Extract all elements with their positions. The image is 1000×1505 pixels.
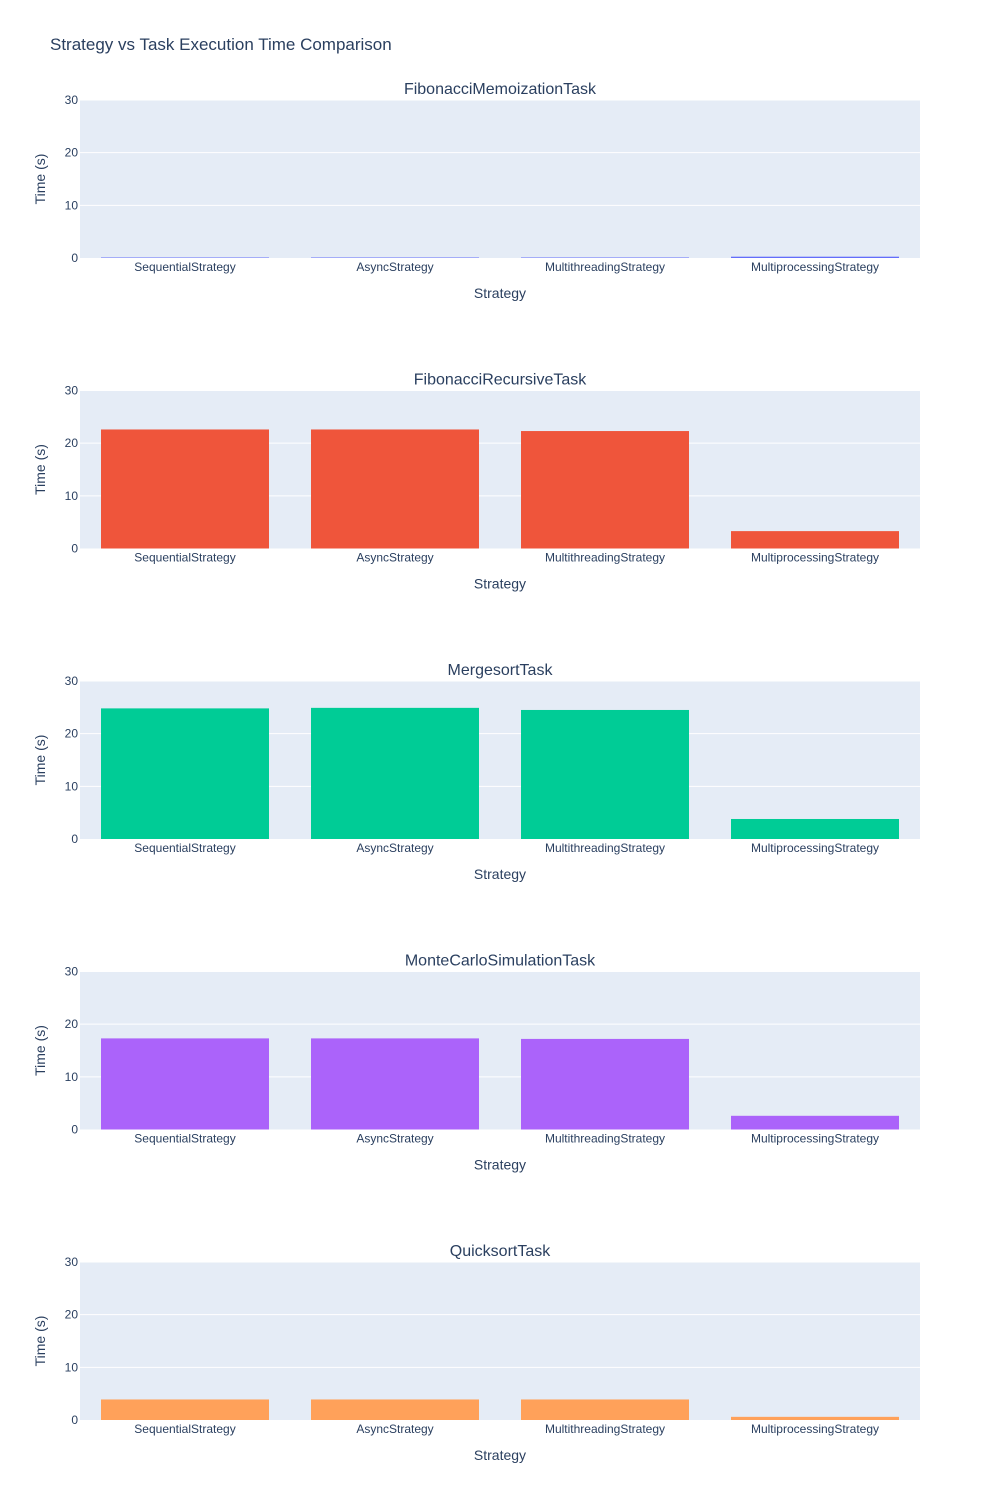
x-tick-label: SequentialStrategy — [134, 260, 235, 274]
y-tick-label: 0 — [71, 1123, 78, 1137]
bar-sequentialstrategy — [101, 1038, 269, 1130]
plot-area — [80, 1262, 920, 1420]
y-tick-label: 10 — [65, 489, 79, 503]
y-tick-label: 10 — [65, 198, 79, 212]
y-tick-label: 30 — [65, 674, 79, 688]
y-tick-label: 0 — [71, 542, 78, 556]
subplot-title: MergesortTask — [448, 662, 554, 679]
x-tick-label: MultithreadingStrategy — [545, 1132, 665, 1146]
y-axis-title: Time (s) — [32, 1025, 48, 1076]
x-tick-label: AsyncStrategy — [356, 551, 433, 565]
bar-asyncstrategy — [311, 1038, 479, 1130]
x-tick-label: MultiprocessingStrategy — [751, 1422, 879, 1436]
chart-title: Strategy vs Task Execution Time Comparis… — [50, 35, 392, 54]
y-tick-label: 20 — [65, 727, 79, 741]
subplot-4: 0 10 20 30 SequentialStrategy AsyncStrategy Mu… — [32, 1243, 920, 1463]
y-tick-label: 20 — [65, 146, 79, 160]
x-tick-label: SequentialStrategy — [134, 1422, 235, 1436]
bar-multiprocessingstrategy — [731, 256, 899, 258]
x-tick-label: AsyncStrategy — [356, 260, 433, 274]
subplot-3: 0 10 20 30 SequentialStrategy AsyncStrategy Mu… — [32, 953, 920, 1173]
subplot-1: 0 10 20 30 SequentialStrategy AsyncStrategy Mu… — [32, 372, 920, 592]
y-tick-label: 10 — [65, 1360, 79, 1374]
y-tick-label: 30 — [65, 93, 79, 107]
bar-multiprocessingstrategy — [731, 1115, 899, 1130]
bar-asyncstrategy — [311, 1399, 479, 1420]
x-axis-title: Strategy — [474, 285, 526, 301]
x-tick-label: MultithreadingStrategy — [545, 260, 665, 274]
x-tick-label: MultithreadingStrategy — [545, 1422, 665, 1436]
x-tick-label: AsyncStrategy — [356, 1132, 433, 1146]
x-tick-label: MultiprocessingStrategy — [751, 1132, 879, 1146]
y-tick-label: 0 — [71, 1413, 78, 1427]
bar-multithreadingstrategy — [521, 709, 689, 839]
y-axis-title: Time (s) — [32, 1316, 48, 1367]
x-axis-title: Strategy — [474, 866, 526, 882]
subplot-title: MonteCarloSimulationTask — [405, 953, 596, 970]
y-tick-label: 0 — [71, 251, 78, 265]
y-tick-label: 10 — [65, 1070, 79, 1084]
x-tick-label: SequentialStrategy — [134, 1132, 235, 1146]
bar-multithreadingstrategy — [521, 1399, 689, 1420]
bar-sequentialstrategy — [101, 708, 269, 839]
subplot-title: FibonacciRecursiveTask — [414, 372, 588, 389]
x-tick-label: AsyncStrategy — [356, 1422, 433, 1436]
x-tick-label: MultiprocessingStrategy — [751, 551, 879, 565]
bar-sequentialstrategy — [101, 1399, 269, 1420]
bar-multithreadingstrategy — [521, 1038, 689, 1130]
plot-area — [80, 100, 920, 258]
x-tick-label: SequentialStrategy — [134, 841, 235, 855]
bar-asyncstrategy — [311, 707, 479, 839]
y-tick-label: 20 — [65, 1308, 79, 1322]
x-tick-label: MultithreadingStrategy — [545, 841, 665, 855]
x-tick-label: MultiprocessingStrategy — [751, 260, 879, 274]
y-axis-title: Time (s) — [32, 444, 48, 495]
y-tick-label: 20 — [65, 1017, 79, 1031]
x-axis-title: Strategy — [474, 1447, 526, 1463]
x-axis-title: Strategy — [474, 576, 526, 592]
x-tick-label: MultithreadingStrategy — [545, 551, 665, 565]
bar-sequentialstrategy — [101, 257, 269, 258]
bar-asyncstrategy — [311, 257, 479, 258]
bar-multithreadingstrategy — [521, 431, 689, 549]
x-tick-label: MultiprocessingStrategy — [751, 841, 879, 855]
y-tick-label: 0 — [71, 832, 78, 846]
bar-multiprocessingstrategy — [731, 1416, 899, 1420]
y-tick-label: 30 — [65, 1255, 79, 1269]
x-axis-title: Strategy — [474, 1157, 526, 1173]
bar-multithreadingstrategy — [521, 257, 689, 258]
subplot-title: QuicksortTask — [450, 1243, 551, 1260]
bar-multiprocessingstrategy — [731, 818, 899, 839]
y-tick-label: 30 — [65, 384, 79, 398]
y-tick-label: 30 — [65, 965, 79, 979]
y-tick-label: 20 — [65, 436, 79, 450]
bar-multiprocessingstrategy — [731, 531, 899, 549]
y-axis-title: Time (s) — [32, 735, 48, 786]
bar-asyncstrategy — [311, 429, 479, 549]
bar-sequentialstrategy — [101, 429, 269, 549]
y-axis-title: Time (s) — [32, 154, 48, 205]
x-tick-label: AsyncStrategy — [356, 841, 433, 855]
subplot-title: FibonacciMemoizationTask — [404, 81, 597, 98]
subplot-2: 0 10 20 30 SequentialStrategy AsyncStrategy Mu… — [32, 662, 920, 882]
y-tick-label: 10 — [65, 779, 79, 793]
subplot-0: 0 10 20 30 SequentialStrategy AsyncStrategy Mu… — [32, 81, 920, 301]
x-tick-label: SequentialStrategy — [134, 551, 235, 565]
